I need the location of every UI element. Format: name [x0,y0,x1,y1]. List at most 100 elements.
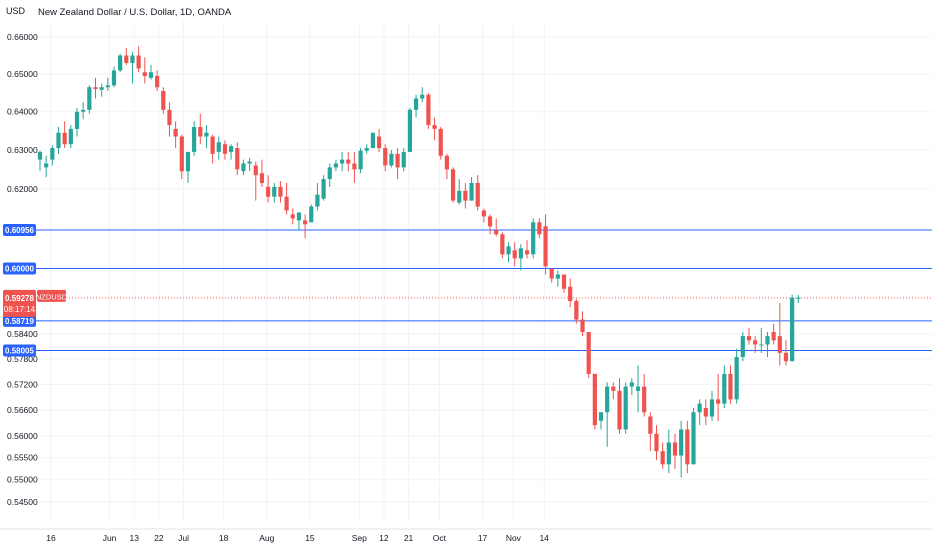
candle-body [272,186,277,197]
candle-body [790,297,795,362]
candle-body [401,151,406,168]
candle-body [432,125,437,129]
candle-body [395,153,400,168]
x-tick-label: Jul [178,533,189,543]
candle-body [339,159,345,164]
symbol-label: NZDUSD [36,292,68,301]
candle-body [771,331,776,341]
chart-title: New Zealand Dollar / U.S. Dollar, 1D, OA… [38,7,232,18]
candle-body [68,128,73,145]
candle-body [543,226,548,267]
candle-body [278,186,283,197]
candle-body [691,412,696,465]
candle-body [235,148,240,170]
candle-body [118,55,123,71]
candle-body [352,163,357,170]
candle-body [765,336,770,345]
candle-body [592,373,597,426]
candle-body [148,72,154,78]
candle-body [709,399,715,417]
time-axis[interactable]: 16 Jun 13 22 Jul 18 Aug 15 Sep 12 21 Oct 17 Nov 14 [0,528,932,543]
candle-body [376,136,382,149]
candle-body [512,250,517,259]
candle-body [229,146,234,152]
candle-body [364,148,369,151]
candle-body [136,55,141,69]
candle-body [185,151,191,172]
candle-body [605,386,610,413]
y-tick-label: 0.64000 [7,107,38,117]
candle-body [426,94,431,126]
candle-body [370,132,376,149]
x-tick-label: Jun [103,533,117,543]
candle-body [654,433,659,452]
candle-body [524,250,530,255]
candle-body [660,451,665,465]
candle-body [62,132,67,145]
x-tick-label: 17 [478,533,488,543]
candle-body [703,407,708,417]
x-tick-label: Oct [433,533,447,543]
candle-body [444,155,449,170]
y-tick-label: 0.55500 [7,453,38,463]
candle-body [796,297,801,299]
candle-body [672,442,678,456]
candle-body [179,136,184,172]
candle-body [642,386,647,413]
candle-body [506,246,511,255]
x-tick-label: 18 [219,533,229,543]
candle-body [629,382,634,387]
candle-body [753,340,758,345]
candle-body [635,386,641,391]
candle-body [266,186,271,197]
candle-body [161,90,166,110]
candle-body [716,399,721,404]
last-price-value: 0.59278 [5,294,34,303]
candle-body [155,75,160,88]
x-tick-label: Nov [506,533,522,543]
countdown-label: 08:17:14 [4,305,36,314]
candle-body [407,109,412,152]
candle-body [358,150,363,170]
symbol-tag [37,289,66,302]
grid [36,22,932,522]
candle-body [487,216,493,227]
hline-price-label: 0.58005 [5,347,34,356]
candle-body [561,274,567,289]
candle-body [315,194,320,207]
candle-body [241,163,246,172]
candle-body [494,230,499,235]
candle-body [50,148,55,160]
candle-body [284,196,289,211]
candle-body [247,161,252,164]
price-labels: 0.60956 0.60000 0.58719 0.58005 0.59278 08:17… [3,224,68,357]
candle-body [734,357,739,400]
y-tick-label: 0.57800 [7,354,38,364]
candle-body [463,190,468,201]
candle-body [302,220,308,225]
candle-body [697,403,702,413]
candle-body [130,55,135,63]
candle-body [450,169,456,201]
candles [37,46,801,478]
currency-label: USD [6,6,26,16]
candle-body [555,274,560,279]
candle-body [167,109,172,126]
y-tick-label: 0.66000 [7,32,38,42]
candle-body [309,206,314,223]
candle-body [648,416,653,434]
candle-body [87,87,92,110]
price-axis[interactable]: 0.66000 0.65000 0.64000 0.63000 0.62000 0.584… [7,32,38,507]
candle-body [346,159,351,164]
candle-body [531,222,536,255]
candle-body [389,153,394,166]
hline-price-tag [3,344,36,357]
x-tick-label: Aug [259,533,274,543]
candle-body [81,109,86,112]
candle-body [290,214,295,219]
y-tick-label: 0.55000 [7,475,38,485]
candle-body [99,87,104,90]
candle-body [740,336,745,358]
